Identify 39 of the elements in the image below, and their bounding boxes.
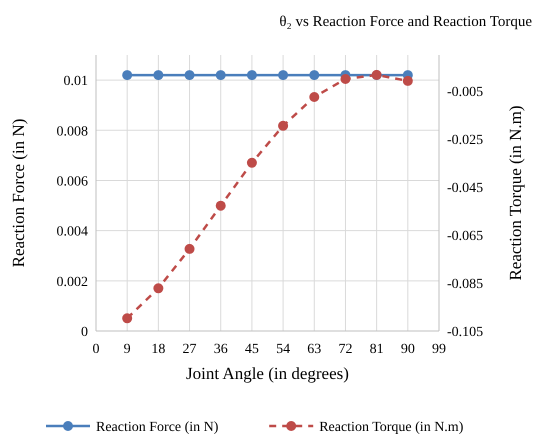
y-tick-label: 0.004 — [56, 224, 88, 240]
y-tick-label: 0.01 — [64, 74, 88, 90]
point — [402, 76, 413, 86]
x-axis-title: Joint Angle (in degrees) — [186, 364, 349, 383]
x-tick-label: 63 — [307, 342, 322, 357]
point — [122, 313, 132, 324]
x-tick-label: 72 — [338, 342, 352, 357]
point — [340, 74, 350, 84]
y-tick-label: 0.006 — [56, 174, 88, 190]
y2-axis-title: Reaction Torque (in N.m) — [506, 105, 525, 281]
x-tick-label: 90 — [400, 342, 415, 357]
x-tick-label: 9 — [124, 342, 131, 357]
chart-title: θ₂ vs Reaction Force and Reaction Torque — [279, 14, 532, 30]
y-tick-label: 0.002 — [56, 274, 88, 290]
point — [184, 244, 195, 254]
x-tick-label: 36 — [214, 342, 228, 357]
x-tick-label: 27 — [182, 342, 197, 357]
y2-tick-label: -0.045 — [447, 181, 484, 196]
x-tick-label: 45 — [244, 342, 259, 357]
y-tick-label: 0 — [81, 325, 88, 340]
legend-label: Reaction Torque (in N.m) — [319, 420, 464, 435]
x-tick-label: 54 — [276, 342, 290, 357]
legend-label: Reaction Force (in N) — [96, 420, 219, 435]
point — [309, 92, 320, 102]
y-tick-label: 0.008 — [56, 124, 88, 140]
y-axis-title: Reaction Force (in N) — [9, 118, 28, 268]
x-tick-label: 81 — [370, 342, 384, 357]
point — [153, 283, 164, 294]
x-tick-label: 0 — [92, 342, 100, 357]
point — [216, 200, 226, 211]
y2-tick-label: -0.065 — [447, 229, 484, 244]
point — [246, 158, 257, 168]
x-tick-label: 99 — [432, 342, 446, 357]
y2-tick-label: -0.085 — [447, 277, 484, 292]
point — [278, 120, 288, 131]
y2-tick-label: -0.005 — [447, 85, 484, 100]
y2-tick-label: -0.105 — [447, 325, 484, 340]
y2-tick-label: -0.025 — [447, 133, 484, 148]
x-tick-label: 18 — [151, 342, 166, 357]
